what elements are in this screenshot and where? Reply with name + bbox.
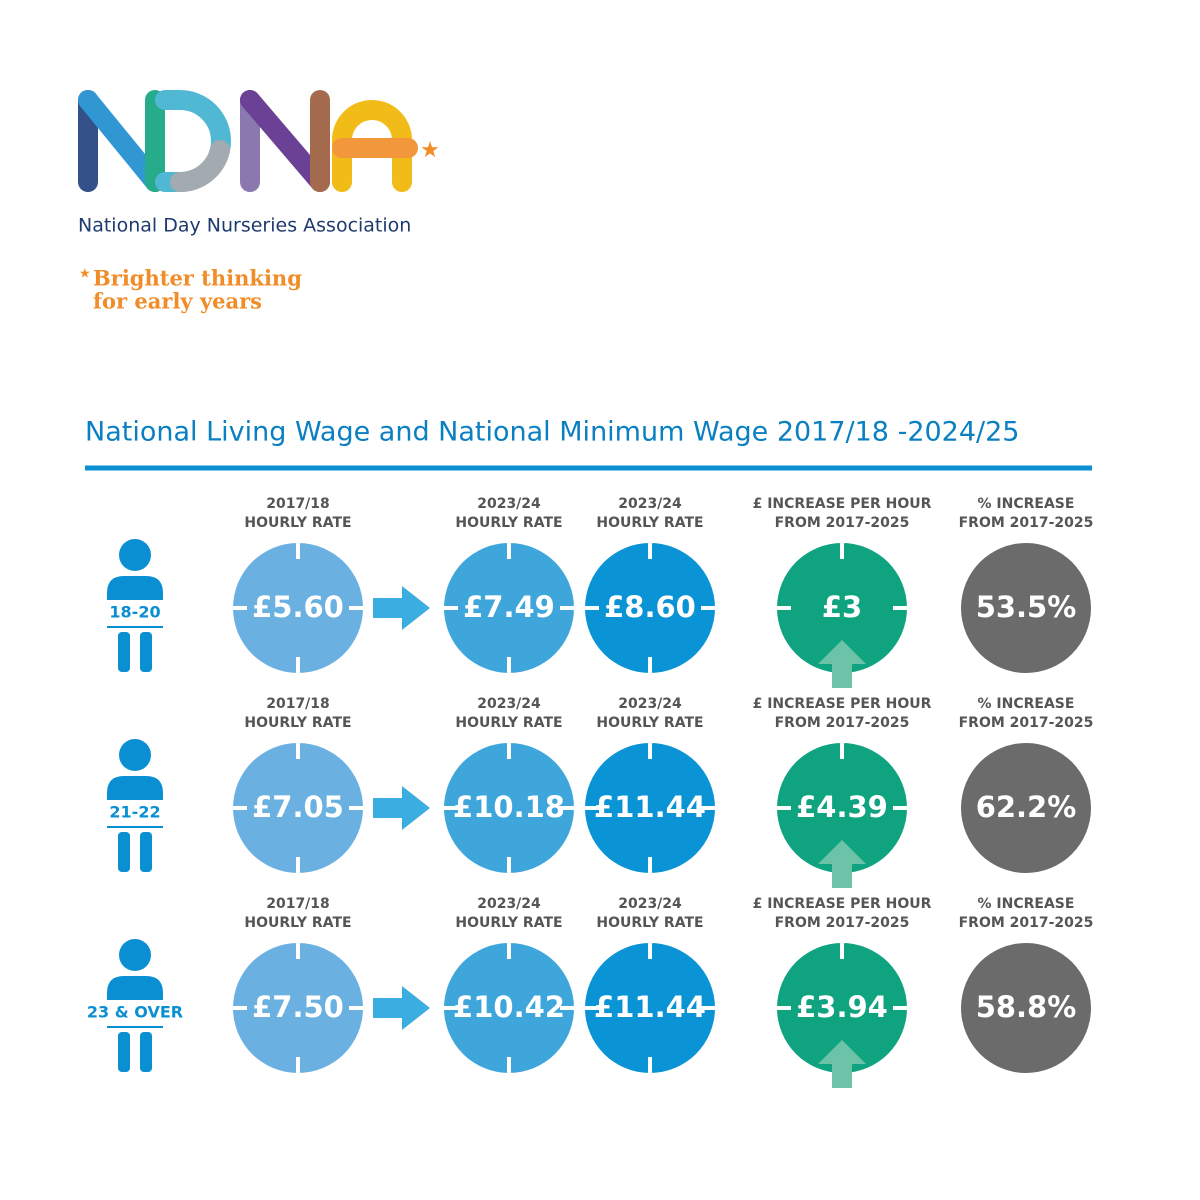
cell-value: 58.8% bbox=[976, 990, 1077, 1024]
logo-star: ★ bbox=[420, 138, 440, 163]
age-label: 18-20 bbox=[109, 603, 160, 622]
cell-value: £5.60 bbox=[252, 590, 344, 624]
cell-header: FROM 2017-2025 bbox=[959, 515, 1094, 531]
cell-header: % INCREASE bbox=[978, 896, 1075, 912]
person-head bbox=[119, 939, 151, 971]
cell-header: 2023/24 bbox=[477, 496, 541, 512]
value-circle bbox=[777, 943, 907, 1073]
cell-header: FROM 2017-2025 bbox=[775, 915, 910, 931]
logo-mark bbox=[78, 90, 418, 192]
person-head bbox=[119, 739, 151, 771]
cell-header: 2017/18 bbox=[266, 696, 330, 712]
arrow-right bbox=[373, 786, 430, 830]
cell-value: 53.5% bbox=[976, 590, 1077, 624]
cell-header: % INCREASE bbox=[978, 496, 1075, 512]
age-band bbox=[85, 1000, 185, 1026]
cell-header: HOURLY RATE bbox=[455, 915, 562, 931]
cell-header: FROM 2017-2025 bbox=[775, 515, 910, 531]
age-label: 21-22 bbox=[109, 803, 160, 822]
cell-header: % INCREASE bbox=[978, 696, 1075, 712]
cell-header: HOURLY RATE bbox=[244, 515, 351, 531]
value-circle bbox=[444, 743, 574, 873]
person-leg bbox=[118, 632, 130, 672]
arrow-right bbox=[373, 986, 430, 1030]
arrow-up bbox=[818, 640, 866, 688]
cell-header: 2023/24 bbox=[618, 696, 682, 712]
cell-value: £3 bbox=[822, 590, 862, 624]
cell-header: FROM 2017-2025 bbox=[775, 715, 910, 731]
age-band bbox=[100, 800, 170, 826]
cell-header: FROM 2017-2025 bbox=[959, 715, 1094, 731]
value-circle bbox=[585, 543, 715, 673]
arrow-up bbox=[818, 840, 866, 888]
cell-value: £7.05 bbox=[252, 790, 344, 824]
cell-value: £7.49 bbox=[463, 590, 555, 624]
person-leg bbox=[140, 1032, 152, 1072]
org-name: National Day Nurseries Association bbox=[78, 215, 411, 237]
tagline: for early years bbox=[93, 289, 262, 314]
cell-value: £11.44 bbox=[594, 990, 706, 1024]
cell-value: £4.39 bbox=[796, 790, 888, 824]
value-circle bbox=[585, 943, 715, 1073]
arrow-up bbox=[818, 1040, 866, 1088]
tagline-star: ★ bbox=[79, 267, 91, 282]
cell-header: 2023/24 bbox=[618, 496, 682, 512]
person-leg bbox=[140, 832, 152, 872]
cell-value: £10.42 bbox=[453, 990, 565, 1024]
person-leg bbox=[140, 632, 152, 672]
value-circle bbox=[233, 943, 363, 1073]
arrow-right bbox=[373, 586, 430, 630]
value-circle bbox=[444, 543, 574, 673]
cell-header: HOURLY RATE bbox=[244, 715, 351, 731]
cell-header: HOURLY RATE bbox=[455, 515, 562, 531]
person-leg bbox=[118, 832, 130, 872]
cell-value: £10.18 bbox=[453, 790, 565, 824]
cell-value: £3.94 bbox=[796, 990, 888, 1024]
person-leg bbox=[118, 1032, 130, 1072]
value-circle bbox=[961, 543, 1091, 673]
cell-header: 2023/24 bbox=[618, 896, 682, 912]
cell-header: HOURLY RATE bbox=[596, 515, 703, 531]
age-band bbox=[100, 600, 170, 626]
value-circle bbox=[961, 943, 1091, 1073]
cell-header: FROM 2017-2025 bbox=[959, 915, 1094, 931]
cell-header: HOURLY RATE bbox=[455, 715, 562, 731]
cell-header: HOURLY RATE bbox=[596, 915, 703, 931]
value-circle bbox=[233, 543, 363, 673]
value-circle bbox=[777, 743, 907, 873]
value-circle bbox=[585, 743, 715, 873]
value-circle bbox=[961, 743, 1091, 873]
cell-header: 2023/24 bbox=[477, 896, 541, 912]
cell-header: HOURLY RATE bbox=[596, 715, 703, 731]
person-head bbox=[119, 539, 151, 571]
cell-value: £11.44 bbox=[594, 790, 706, 824]
cell-header: HOURLY RATE bbox=[244, 915, 351, 931]
title: National Living Wage and National Minimu… bbox=[85, 417, 1019, 448]
tagline: Brighter thinking bbox=[93, 266, 302, 291]
cell-value: £7.50 bbox=[252, 990, 344, 1024]
cell-header: £ INCREASE PER HOUR bbox=[753, 496, 932, 512]
cell-value: £8.60 bbox=[604, 590, 696, 624]
value-circle bbox=[444, 943, 574, 1073]
cell-header: 2023/24 bbox=[477, 696, 541, 712]
value-circle bbox=[777, 543, 907, 673]
cell-header: 2017/18 bbox=[266, 496, 330, 512]
cell-header: £ INCREASE PER HOUR bbox=[753, 896, 932, 912]
value-circle bbox=[233, 743, 363, 873]
cell-value: 62.2% bbox=[976, 790, 1077, 824]
cell-header: 2017/18 bbox=[266, 896, 330, 912]
cell-header: £ INCREASE PER HOUR bbox=[753, 696, 932, 712]
age-label: 23 & OVER bbox=[87, 1003, 183, 1022]
